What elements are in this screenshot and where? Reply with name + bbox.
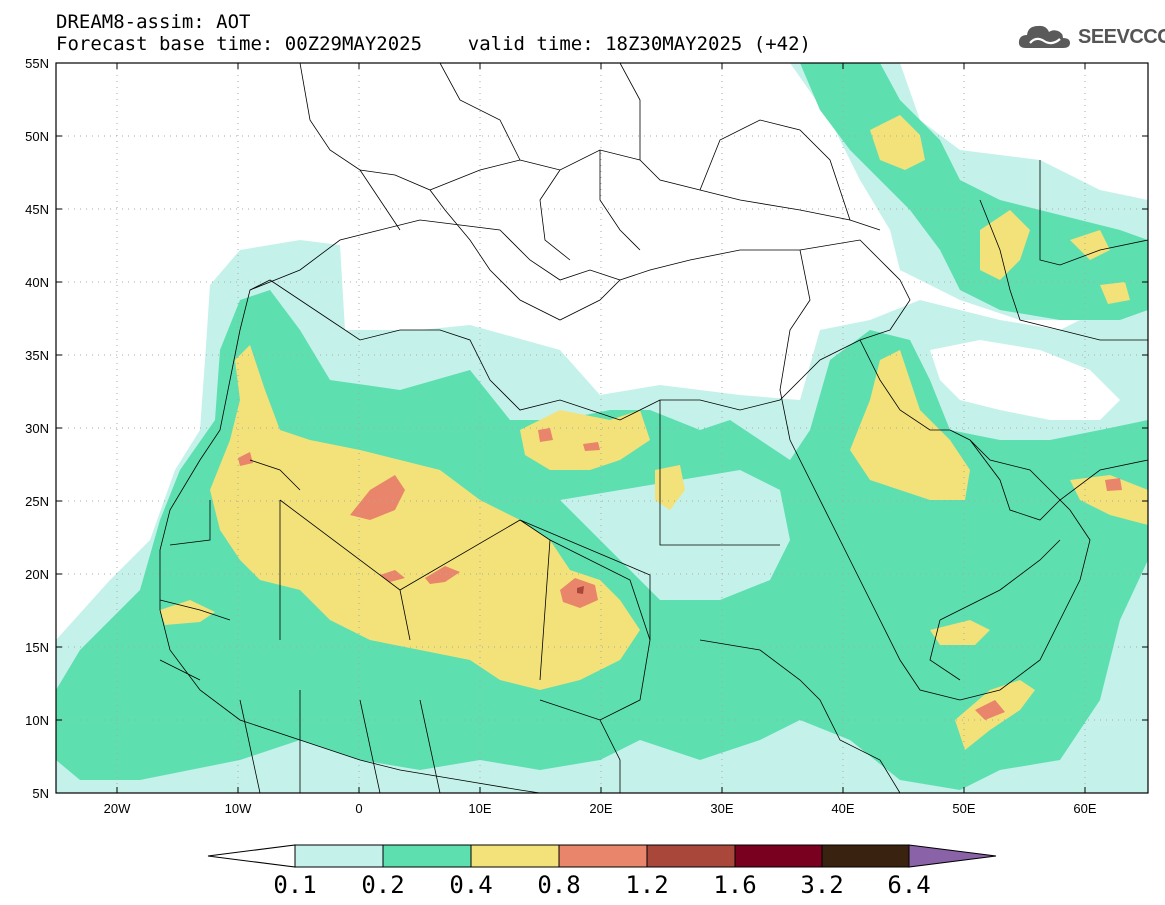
- contour-level-0-8-morocco: [238, 452, 253, 466]
- contour-level-0-8-libya2: [583, 442, 600, 451]
- aot-contours: [56, 63, 1148, 793]
- lat-label: 25N: [25, 494, 49, 509]
- contour-level-0-4-gulf: [1070, 475, 1148, 525]
- lat-label: 10N: [25, 713, 49, 728]
- lon-label: 30E: [710, 801, 733, 816]
- contour-level-1-2-chad: [577, 586, 584, 594]
- legend-label: 0.1: [273, 871, 316, 899]
- graticule: [56, 63, 1148, 793]
- contour-level-0-8-somalia: [975, 700, 1005, 720]
- lon-label: 0: [355, 801, 362, 816]
- lat-label: 30N: [25, 421, 49, 436]
- lon-labels: 20W 10W 0 10E 20E 30E 40E 50E 60E: [104, 801, 1097, 816]
- lon-label: 40E: [831, 801, 854, 816]
- contour-level-0-4-aral: [1070, 230, 1110, 260]
- lat-label: 40N: [25, 275, 49, 290]
- legend-label: 0.8: [537, 871, 580, 899]
- clear-area-central: [560, 470, 790, 600]
- legend-swatches: [207, 844, 997, 868]
- legend-swatch: [558, 844, 648, 868]
- lon-label: 10E: [468, 801, 491, 816]
- lat-label: 5N: [32, 786, 49, 801]
- country-borders: [159, 63, 1148, 793]
- contour-level-0-8-algeria: [350, 475, 405, 520]
- contour-level-0-4-libya: [520, 410, 650, 470]
- legend-swatch: [821, 844, 910, 868]
- contour-level-0-4-turkmen: [1100, 282, 1130, 304]
- contour-level-0-4-kazakh: [870, 115, 925, 170]
- map-title: DREAM8-assim: AOT: [56, 11, 251, 33]
- lat-label: 55N: [25, 56, 49, 71]
- forecast-time-subtitle: Forecast base time: 00Z29MAY2025 valid t…: [56, 33, 811, 55]
- legend-swatch: [646, 844, 736, 868]
- lat-label: 50N: [25, 129, 49, 144]
- lon-label: 50E: [952, 801, 975, 816]
- legend-label: 0.2: [361, 871, 404, 899]
- legend-label: 6.4: [887, 871, 930, 899]
- lon-label: 20W: [104, 801, 131, 816]
- lon-label: 10W: [225, 801, 252, 816]
- seevccc-logo: SEEVCCC: [1018, 22, 1165, 52]
- contour-level-0-8-gulf: [1105, 478, 1122, 491]
- legend-swatch: [734, 844, 823, 868]
- contour-level-0-4-yemen: [930, 620, 990, 645]
- lat-label: 20N: [25, 567, 49, 582]
- legend-swatch: [294, 844, 384, 868]
- legend-swatch: [470, 844, 560, 868]
- contour-level-0-8-niger: [425, 566, 460, 584]
- lat-label: 15N: [25, 640, 49, 655]
- legend-swatch-under: [207, 844, 296, 868]
- lon-label: 20E: [589, 801, 612, 816]
- clear-area-arabia: [930, 340, 1120, 420]
- legend-swatch: [382, 844, 472, 868]
- contour-level-0-4-iraq: [850, 350, 970, 500]
- lon-label: 60E: [1073, 801, 1096, 816]
- logo-text: SEEVCCC: [1078, 25, 1165, 48]
- cloud-icon: [1018, 25, 1070, 48]
- contour-level-0-4-caspian: [980, 210, 1030, 280]
- lat-label: 35N: [25, 348, 49, 363]
- contour-level-0-4-egypt: [655, 465, 685, 510]
- legend-labels: 0.1 0.2 0.4 0.8 1.2 1.6 3.2 6.4: [273, 871, 930, 899]
- legend-label: 0.4: [449, 871, 492, 899]
- legend-label: 1.6: [713, 871, 756, 899]
- lat-labels: 55N 50N 45N 40N 35N 30N 25N 20N 15N 10N …: [25, 56, 49, 801]
- legend-swatch-over: [908, 844, 997, 868]
- contour-level-0-8-mali: [380, 570, 405, 582]
- contour-level-0-4-sahara: [210, 345, 640, 690]
- legend-label: 3.2: [800, 871, 843, 899]
- contour-level-0-8-libya: [538, 428, 553, 442]
- lat-label: 45N: [25, 202, 49, 217]
- legend-label: 1.2: [625, 871, 668, 899]
- contour-level-0-4-senegal: [160, 600, 215, 625]
- lat-ticks: [56, 62, 1148, 794]
